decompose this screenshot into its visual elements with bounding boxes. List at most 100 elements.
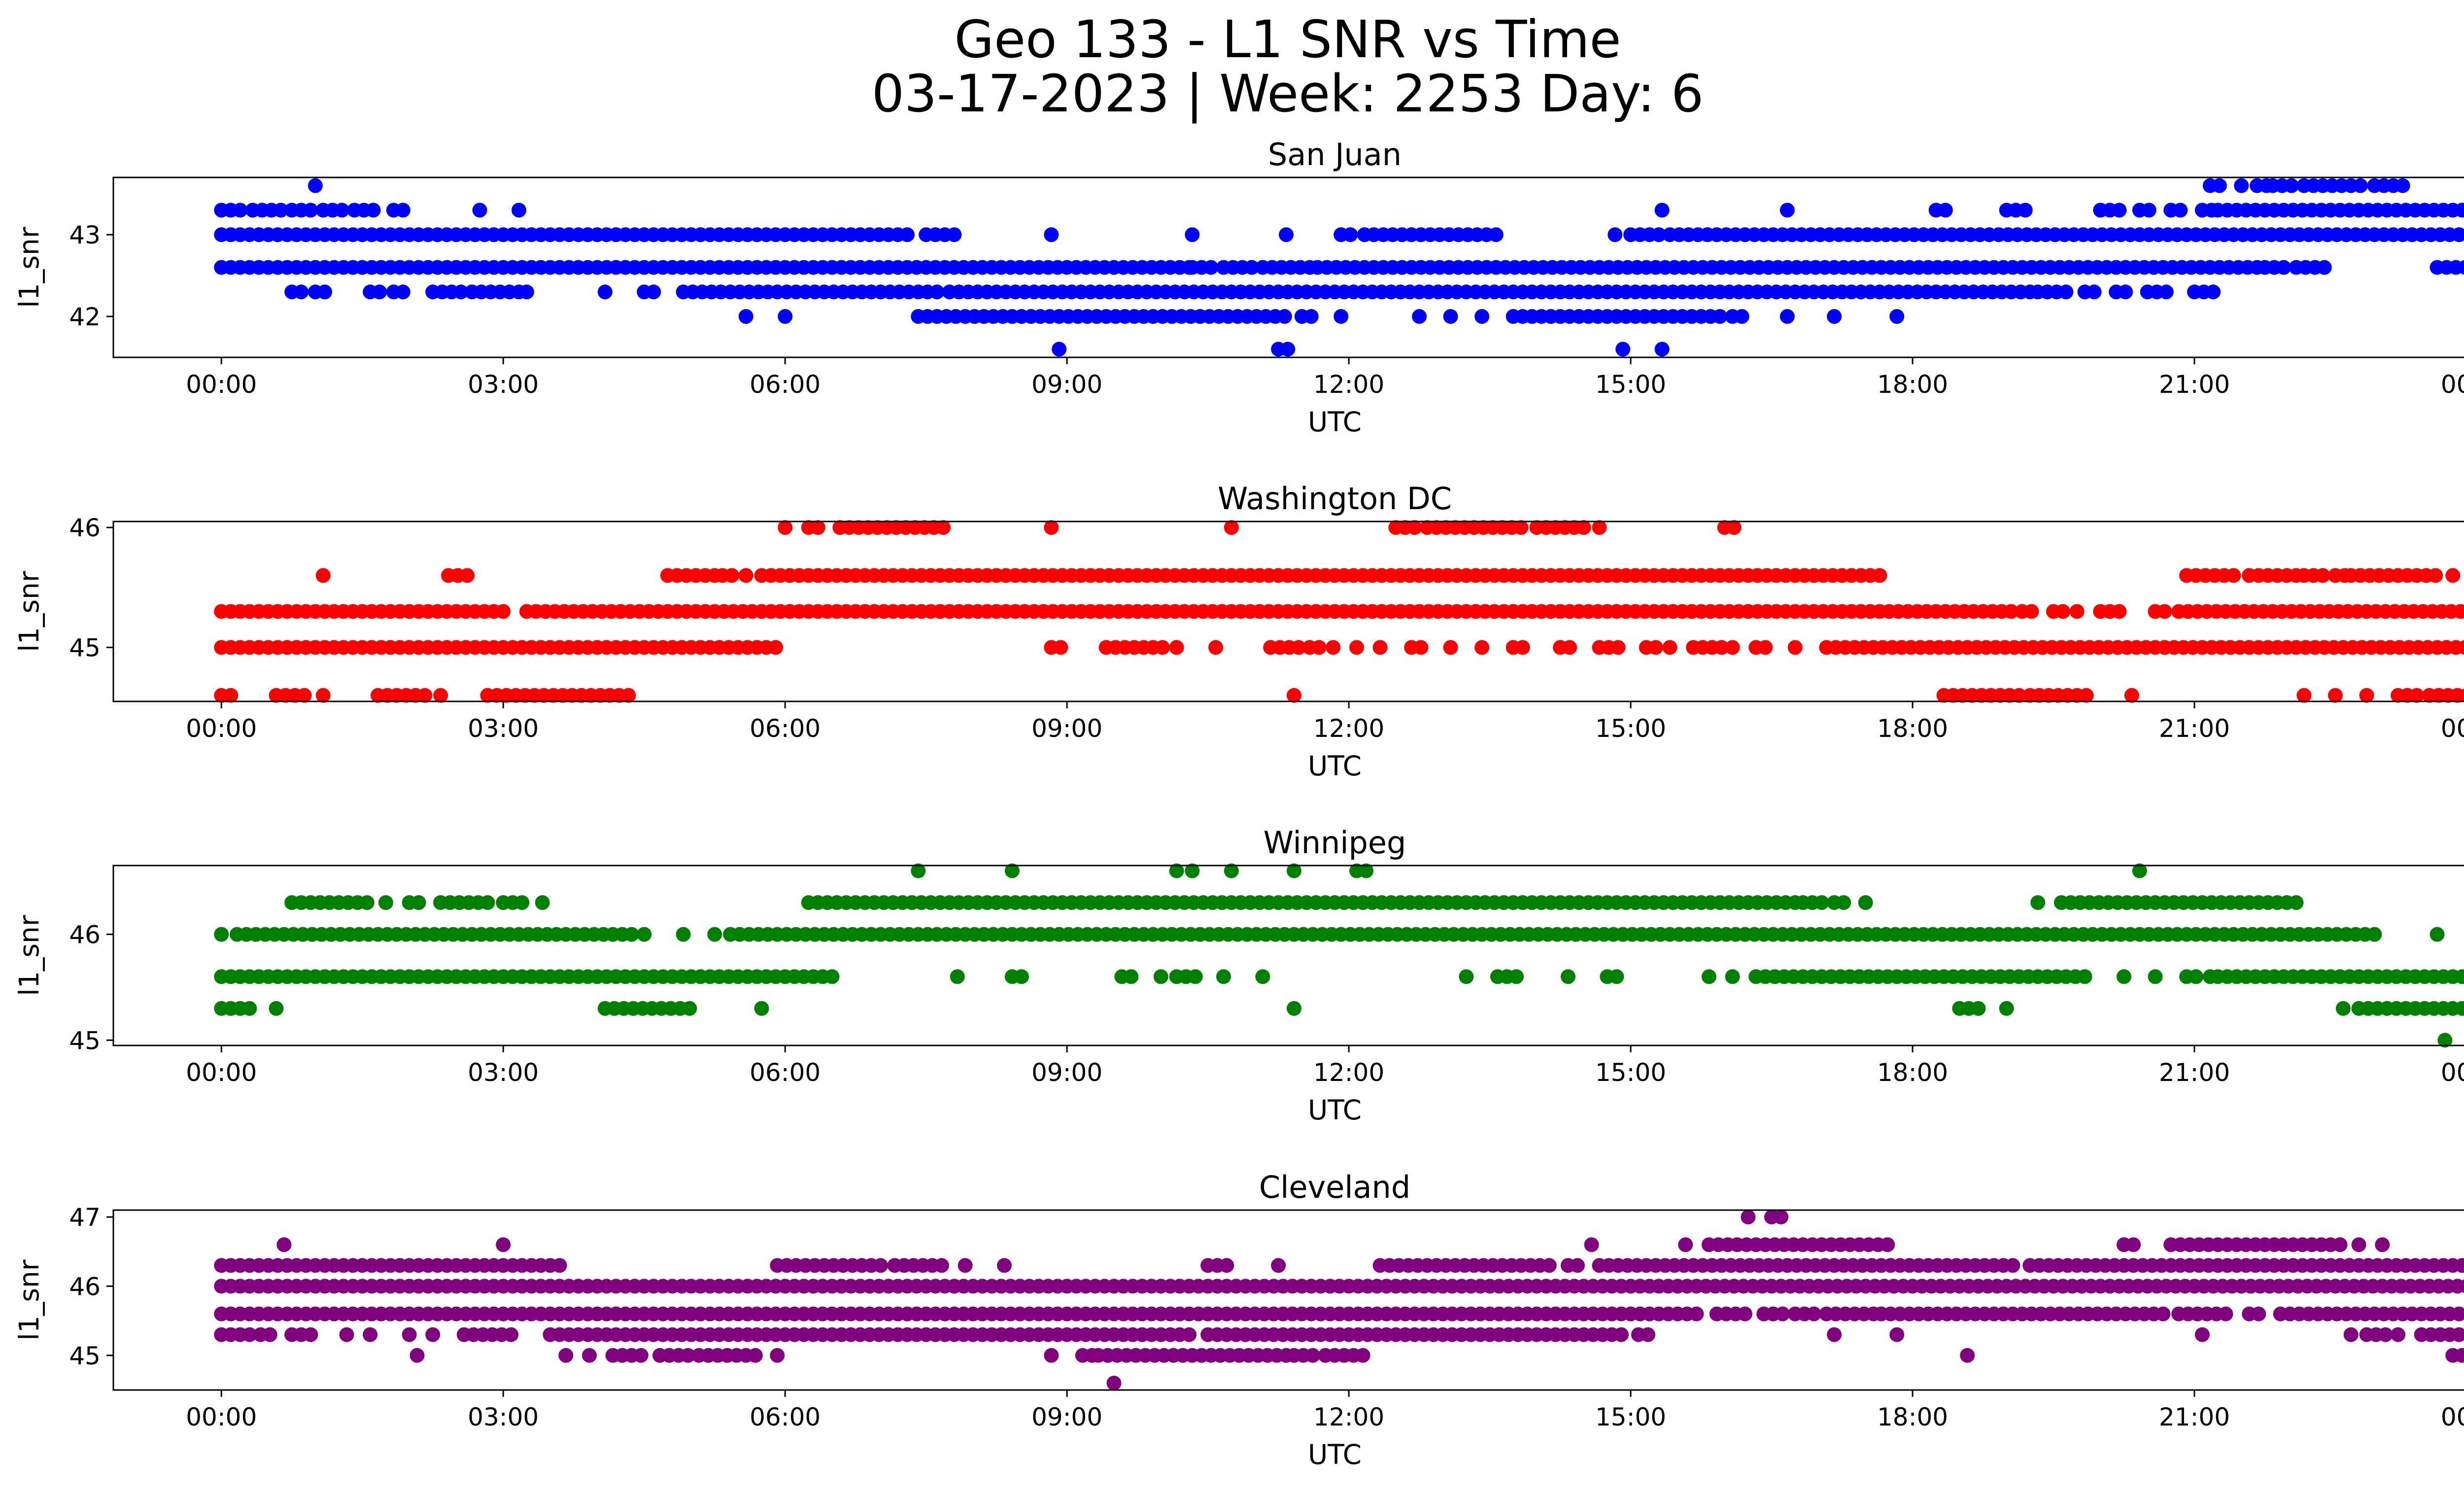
y-tick-label: 45 (69, 1342, 101, 1370)
figure-subtitle: 03-17-2023 | Week: 2253 Day: 6 (871, 64, 1704, 124)
x-tick-label: 12:00 (1313, 370, 1384, 399)
data-point (1359, 863, 1374, 878)
data-point (2343, 1327, 2359, 1342)
data-point (2328, 688, 2343, 703)
data-point (2194, 1327, 2210, 1342)
data-point (707, 927, 722, 942)
data-point (2452, 1306, 2464, 1321)
data-point (682, 1001, 697, 1016)
data-point (339, 1327, 354, 1342)
data-point (1814, 895, 1829, 910)
data-point (233, 203, 248, 218)
data-point (2375, 1237, 2390, 1252)
data-point (582, 1348, 597, 1363)
scatter-points (214, 863, 2464, 1048)
data-point (2058, 284, 2074, 300)
data-point (496, 1237, 511, 1252)
data-point (1224, 863, 1239, 878)
data-point (1413, 640, 1429, 655)
data-point (1443, 640, 1458, 655)
figure-title: Geo 133 - L1 SNR vs Time (954, 9, 1621, 70)
data-point (1775, 1306, 1790, 1321)
data-point (372, 284, 387, 300)
data-point (223, 688, 239, 703)
data-point (1286, 1001, 1301, 1016)
data-point (624, 927, 639, 942)
data-point (1203, 260, 1219, 275)
data-point (2378, 1327, 2393, 1342)
data-point (558, 1348, 574, 1363)
data-point (621, 688, 636, 703)
x-tick-label: 06:00 (750, 1403, 821, 1431)
data-point (2445, 568, 2461, 583)
data-point (1155, 640, 1170, 655)
data-point (1412, 309, 1427, 324)
x-tick-label: 12:00 (1313, 1403, 1384, 1431)
data-point (262, 1327, 277, 1342)
data-point (1780, 309, 1795, 324)
data-point (2112, 604, 2127, 619)
x-tick-label: 21:00 (2159, 714, 2230, 743)
data-point (242, 1327, 257, 1342)
data-point (1938, 203, 1953, 218)
data-point (2430, 927, 2445, 942)
data-point (1311, 640, 1327, 655)
data-point (2452, 1327, 2464, 1342)
x-tick-label: 09:00 (1031, 1058, 1102, 1087)
data-point (2296, 688, 2312, 703)
data-point (1124, 969, 1139, 984)
data-point (1662, 640, 1677, 655)
subplot-san-juan: San Juan 00:00 03:00 06:00 09:00 12:00 15:00 18… (13, 137, 2464, 438)
data-point (242, 1001, 257, 1016)
data-point (2012, 688, 2027, 703)
data-point (1326, 640, 1341, 655)
data-point (366, 203, 381, 218)
data-point (1576, 520, 1591, 535)
axes-frame (112, 521, 2464, 702)
data-point (900, 227, 915, 243)
y-axis-label: l1_snr (13, 915, 45, 996)
axes-frame (112, 176, 2464, 358)
data-point (2452, 227, 2464, 243)
data-point (1889, 309, 1905, 324)
data-point (1513, 520, 1529, 535)
scatter-points (214, 1210, 2464, 1391)
data-point (1725, 969, 1740, 984)
data-point (1014, 969, 1029, 984)
data-point (2461, 1308, 2464, 1320)
data-point (315, 568, 331, 583)
data-point (2289, 895, 2304, 910)
data-point (754, 1001, 769, 1016)
data-point (1738, 1306, 1752, 1321)
data-point (1651, 227, 1667, 243)
y-tick-label: 46 (69, 1272, 101, 1301)
data-point (395, 203, 411, 218)
data-point (1678, 1237, 1693, 1252)
data-point (2158, 284, 2174, 300)
x-tick-label: 09:00 (1031, 370, 1102, 399)
data-point (315, 688, 331, 703)
data-point (2234, 178, 2249, 193)
data-point (770, 1348, 785, 1363)
data-point (1185, 227, 1200, 243)
axes-frame (112, 865, 2464, 1046)
data-point (2005, 1258, 2020, 1273)
subplot-title: Winnipeg (1264, 825, 1406, 861)
data-point (1654, 203, 1670, 218)
data-point (936, 520, 951, 535)
data-point (778, 309, 793, 324)
subplot-title: Cleveland (1259, 1169, 1410, 1205)
data-point (1827, 1327, 1842, 1342)
data-point (1960, 1348, 1975, 1363)
data-point (911, 863, 926, 878)
data-point (1858, 895, 1873, 910)
data-point (2251, 1306, 2266, 1321)
data-point (1343, 227, 1358, 243)
x-tick-label: 12:00 (1313, 1058, 1384, 1087)
data-point (274, 203, 288, 218)
data-point (1459, 969, 1474, 984)
data-point (2351, 1237, 2366, 1252)
data-point (2367, 927, 2382, 942)
data-point (2077, 969, 2092, 984)
x-tick-label: 21:00 (2159, 1403, 2230, 1431)
